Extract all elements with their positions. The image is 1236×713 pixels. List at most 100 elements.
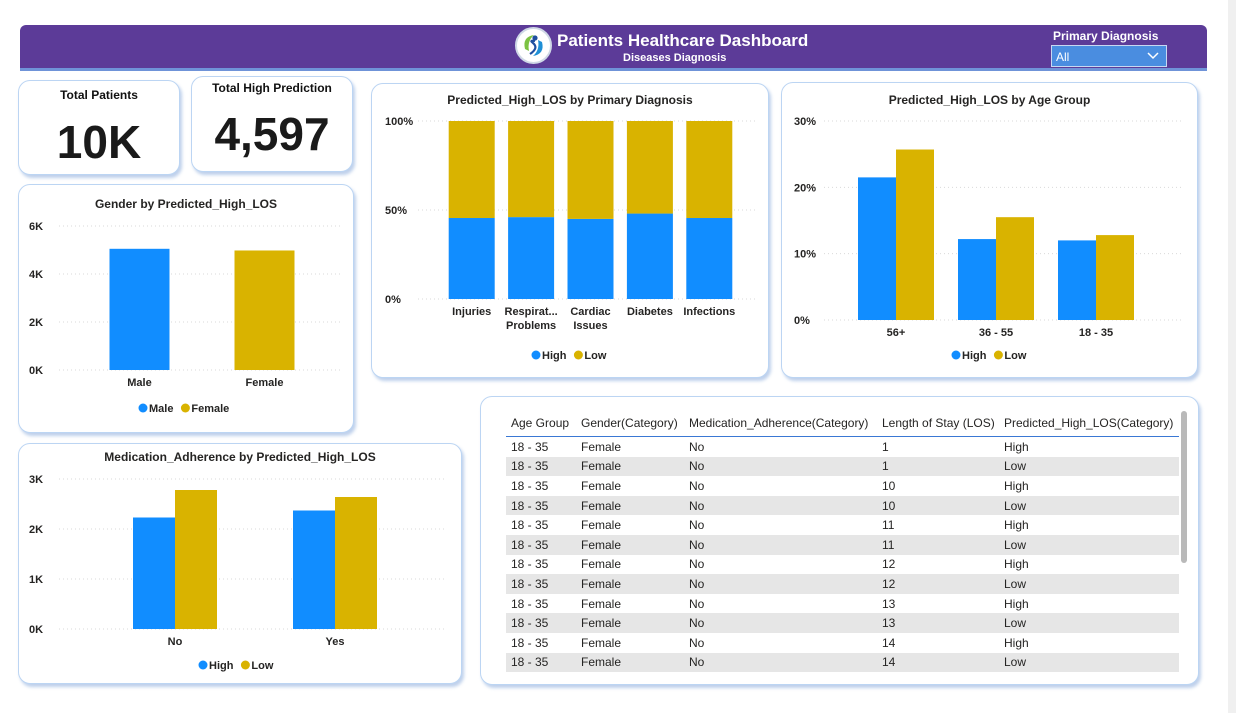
bar-high-36-55 xyxy=(958,239,996,320)
bar-low-diabetes xyxy=(626,121,673,214)
column-header-gender[interactable]: Gender(Category) xyxy=(581,415,678,430)
table-cell: 18 - 35 xyxy=(511,478,549,493)
legend-label-high: High xyxy=(962,350,987,362)
total-high-prediction-card[interactable]: Total High Prediction 4,597 xyxy=(191,76,353,172)
total-patients-card[interactable]: Total Patients 10K xyxy=(18,80,180,175)
bar-low-36-55 xyxy=(996,217,1034,320)
bar-high-infections xyxy=(686,218,733,299)
table-cell: Female xyxy=(581,478,622,493)
chevron-down-icon xyxy=(1147,52,1159,60)
table-cell: Female xyxy=(581,596,622,611)
table-cell: 13 xyxy=(882,596,896,611)
table-row[interactable]: 18 - 35 Female No 12 Low xyxy=(506,574,1179,594)
total-high-prediction-value: 4,597 xyxy=(214,108,330,160)
table-cell: No xyxy=(689,596,705,611)
primary-diagnosis-dropdown[interactable]: All xyxy=(1051,45,1167,67)
diagnosis-chart-title: Predicted_High_LOS by Primary Diagnosis xyxy=(447,93,693,107)
table-cell: No xyxy=(689,576,705,591)
gender-chart-title: Gender by Predicted_High_LOS xyxy=(94,197,278,211)
table-cell: No xyxy=(689,616,705,631)
legend-label-female: Female xyxy=(191,403,229,415)
table-row[interactable]: 18 - 35 Female No 12 High xyxy=(506,555,1179,575)
legend-label-low: Low xyxy=(251,660,273,672)
bar-female xyxy=(234,250,295,370)
table-cell: Female xyxy=(581,557,622,572)
table-row[interactable]: 18 - 35 Female No 11 Low xyxy=(506,534,1179,555)
table-scrollbar[interactable] xyxy=(1181,411,1187,563)
table-row[interactable]: 18 - 35 Female No 14 High xyxy=(506,633,1179,653)
bar-low-yes xyxy=(335,497,377,629)
diagnosis-chart: 0% 50% 100% Injuries Respirat... Problems Card… xyxy=(385,116,757,362)
table-row[interactable]: 18 - 35 Female No 13 Low xyxy=(506,613,1179,633)
bar-high-diabetes xyxy=(626,213,673,299)
table-cell: 10 xyxy=(882,478,896,493)
table-cell: No xyxy=(689,655,705,670)
legend-marker-low xyxy=(993,350,1003,360)
patients-table-card[interactable]: Age Group Gender(Category) Medication_Ad… xyxy=(480,396,1199,685)
bar-low-infections xyxy=(686,121,733,219)
medication-chart-card[interactable]: Medication_Adherence by Predicted_High_L… xyxy=(18,443,462,684)
table-cell: No xyxy=(689,635,705,650)
legend-label-low: Low xyxy=(1004,350,1026,362)
legend-label-male: Male xyxy=(149,403,173,415)
bar-low-no xyxy=(175,490,217,629)
legend-marker-high xyxy=(198,660,208,670)
table-cell: Female xyxy=(581,518,622,533)
bar-high-respirat-problems xyxy=(508,217,555,299)
y-tick-label: 0K xyxy=(29,365,43,377)
table-row[interactable]: 18 - 35 Female No 10 Low xyxy=(506,495,1179,516)
table-cell: Low xyxy=(1004,498,1027,513)
table-cell: Female xyxy=(581,459,622,474)
table-cell: No xyxy=(689,478,705,493)
table-cell: High xyxy=(1004,596,1029,611)
bar-low-injuries xyxy=(448,121,495,219)
table-cell: 10 xyxy=(882,498,896,513)
table-cell: Low xyxy=(1004,655,1027,670)
legend-marker-female xyxy=(180,403,190,413)
table-row[interactable]: 18 - 35 Female No 11 High xyxy=(506,515,1179,535)
table-cell: No xyxy=(689,557,705,572)
table-cell: 18 - 35 xyxy=(511,655,549,670)
table-cell: 12 xyxy=(882,576,896,591)
age-group-chart-card[interactable]: Predicted_High_LOS by Age Group 0% 10% 20%… xyxy=(781,82,1198,378)
bar-low-respirat-problems xyxy=(508,121,555,218)
table-cell: 12 xyxy=(882,557,896,572)
bar-low-cardiac-issues xyxy=(567,121,614,219)
legend-marker-male xyxy=(138,403,148,413)
dashboard-subtitle: Diseases Diagnosis xyxy=(623,52,727,64)
gender-chart-card[interactable]: Gender by Predicted_High_LOS 0K 2K 4K 6K Mal… xyxy=(18,184,354,433)
table-cell: Female xyxy=(581,635,622,650)
diagnosis-chart-card[interactable]: Predicted_High_LOS by Primary Diagnosis … xyxy=(371,83,769,378)
table-cell: 18 - 35 xyxy=(511,459,549,474)
column-header-predicted-high-los[interactable]: Predicted_High_LOS(Category) xyxy=(1004,415,1174,430)
table-cell: Low xyxy=(1004,537,1027,552)
legend-label-low: Low xyxy=(584,350,606,362)
y-tick-label: 0% xyxy=(385,294,401,306)
table-cell: Female xyxy=(581,537,622,552)
category-label: Issues xyxy=(573,320,607,332)
table-cell: 18 - 35 xyxy=(511,596,549,611)
table-cell: No xyxy=(689,518,705,533)
table-cell: 11 xyxy=(882,518,895,533)
bar-low-18-35 xyxy=(1096,235,1134,320)
table-row[interactable]: 18 - 35 Female No 13 High xyxy=(506,594,1179,614)
patients-table: Age Group Gender(Category) Medication_Ad… xyxy=(506,409,1179,673)
legend-label-high: High xyxy=(542,350,567,362)
y-tick-label: 0% xyxy=(794,315,810,327)
column-header-medication-adherence[interactable]: Medication_Adherence(Category) xyxy=(689,415,869,430)
table-row[interactable]: 18 - 35 Female No 1 Low xyxy=(506,456,1179,477)
table-cell: 1 xyxy=(882,439,889,454)
column-header-length-of-stay[interactable]: Length of Stay (LOS) xyxy=(882,415,995,430)
table-row[interactable]: 18 - 35 Female No 10 High xyxy=(506,476,1179,496)
table-cell: 18 - 35 xyxy=(511,576,549,591)
y-tick-label: 30% xyxy=(794,116,816,128)
table-row[interactable]: 18 - 35 Female No 1 High xyxy=(506,437,1179,457)
table-row[interactable]: 18 - 35 Female No 14 Low xyxy=(506,652,1179,673)
page-scrollbar[interactable] xyxy=(1228,0,1236,713)
column-header-age-group[interactable]: Age Group xyxy=(511,415,570,430)
category-label: Injuries xyxy=(452,306,491,318)
medication-chart: 0K 1K 2K 3K No Yes High Low xyxy=(29,474,447,672)
y-tick-label: 100% xyxy=(385,116,413,128)
table-cell: 18 - 35 xyxy=(511,557,549,572)
slicer-selected-value: All xyxy=(1056,50,1070,64)
